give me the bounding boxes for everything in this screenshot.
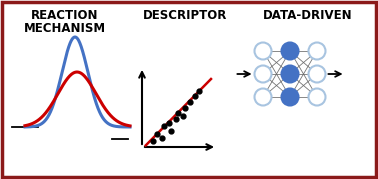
Text: DATA-DRIVEN: DATA-DRIVEN bbox=[263, 9, 353, 22]
Circle shape bbox=[282, 42, 299, 59]
Circle shape bbox=[254, 88, 271, 105]
Circle shape bbox=[308, 42, 325, 59]
Circle shape bbox=[254, 42, 271, 59]
Text: REACTION
MECHANISM: REACTION MECHANISM bbox=[24, 9, 106, 35]
Circle shape bbox=[308, 66, 325, 83]
Circle shape bbox=[282, 88, 299, 105]
Circle shape bbox=[282, 66, 299, 83]
Circle shape bbox=[308, 88, 325, 105]
Text: DESCRIPTOR: DESCRIPTOR bbox=[143, 9, 227, 22]
FancyBboxPatch shape bbox=[2, 2, 376, 177]
Circle shape bbox=[254, 66, 271, 83]
